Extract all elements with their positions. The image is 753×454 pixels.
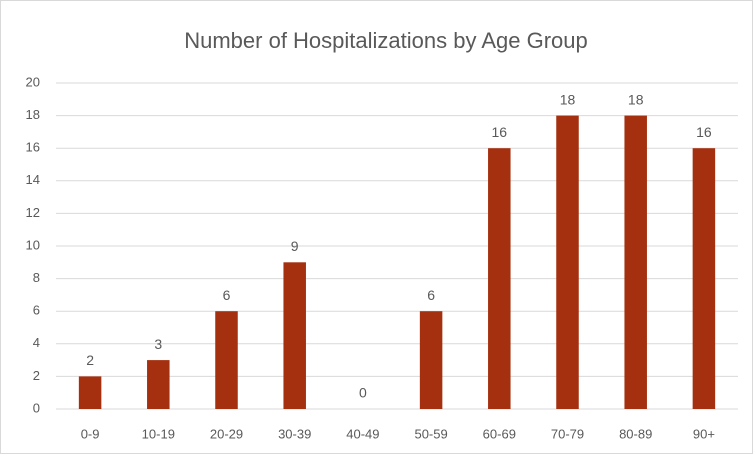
x-tick-label: 60-69 [483, 426, 516, 441]
bar [488, 148, 511, 409]
y-tick-label: 14 [26, 172, 40, 187]
x-tick-label: 0-9 [81, 426, 100, 441]
y-tick-label: 8 [33, 270, 40, 285]
data-label: 3 [154, 336, 162, 352]
x-tick-label: 20-29 [210, 426, 243, 441]
data-label: 0 [359, 385, 367, 401]
y-tick-label: 16 [26, 140, 40, 155]
chart-title: Number of Hospitalizations by Age Group [184, 28, 588, 53]
x-tick-label: 70-79 [551, 426, 584, 441]
bar [624, 115, 647, 409]
data-label: 18 [560, 91, 576, 107]
bar [215, 311, 238, 409]
y-tick-label: 0 [33, 400, 40, 415]
data-label: 6 [223, 287, 231, 303]
x-tick-label: 40-49 [346, 426, 379, 441]
x-tick-label: 10-19 [142, 426, 175, 441]
y-tick-label: 18 [26, 107, 40, 122]
data-label: 2 [86, 352, 94, 368]
data-label: 6 [427, 287, 435, 303]
x-tick-label: 80-89 [619, 426, 652, 441]
bar [692, 148, 716, 409]
x-tick-label: 90+ [693, 426, 715, 441]
y-tick-label: 12 [26, 205, 40, 220]
data-label: 16 [696, 124, 712, 140]
bar [283, 262, 306, 409]
data-label: 16 [492, 124, 508, 140]
y-tick-label: 4 [33, 335, 40, 350]
bar [556, 115, 579, 409]
bar [78, 376, 102, 409]
x-tick-label: 50-59 [414, 426, 447, 441]
bar [147, 360, 170, 409]
y-tick-label: 2 [33, 368, 40, 383]
data-label: 9 [291, 238, 299, 254]
y-tick-label: 10 [26, 237, 40, 252]
y-tick-label: 20 [26, 74, 40, 89]
data-label: 18 [628, 91, 644, 107]
y-tick-label: 6 [33, 303, 40, 318]
x-tick-label: 30-39 [278, 426, 311, 441]
bar [419, 311, 443, 409]
